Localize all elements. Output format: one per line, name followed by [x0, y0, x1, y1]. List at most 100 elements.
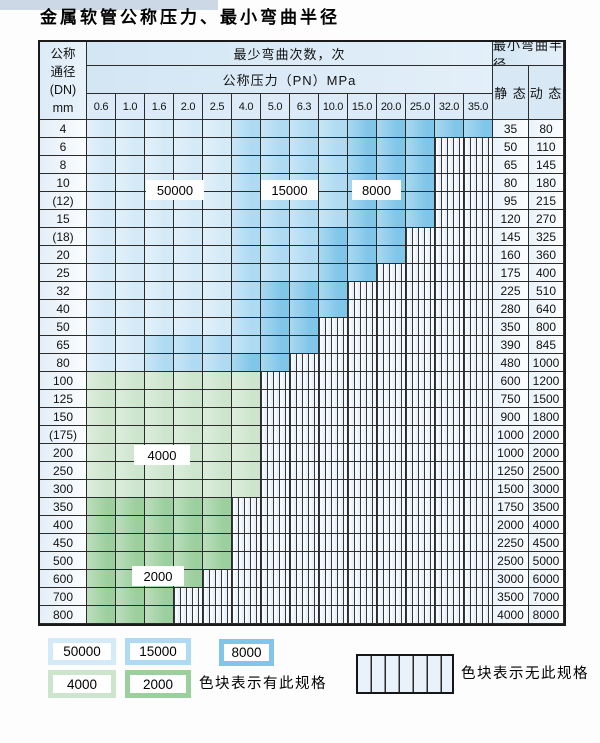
row-label-dn: 80	[40, 354, 87, 372]
nospec-cell	[290, 390, 319, 408]
nospec-cell	[319, 444, 348, 462]
spec-cell	[174, 156, 203, 174]
spec-cell	[145, 606, 174, 624]
spec-cell	[203, 246, 232, 264]
nospec-cell	[348, 534, 377, 552]
dynamic-value: 8000	[529, 606, 564, 624]
spec-cell	[116, 516, 145, 534]
nospec-cell	[464, 480, 493, 498]
pressure-tick: 25.0	[406, 94, 435, 120]
spec-cell	[116, 408, 145, 426]
nospec-cell	[290, 354, 319, 372]
nospec-cell	[377, 354, 406, 372]
dynamic-value: 510	[529, 282, 564, 300]
nospec-cell	[377, 480, 406, 498]
spec-cell	[87, 390, 116, 408]
static-value: 2000	[493, 516, 529, 534]
static-value: 390	[493, 336, 529, 354]
pressure-tick: 2.5	[203, 94, 232, 120]
spec-cell	[145, 390, 174, 408]
nospec-cell	[435, 426, 464, 444]
nospec-cell	[406, 606, 435, 624]
spec-cell	[406, 210, 435, 228]
spec-cell	[116, 354, 145, 372]
spec-cell	[87, 210, 116, 228]
nospec-cell	[319, 372, 348, 390]
spec-cell	[232, 228, 261, 246]
spec-cell	[261, 354, 290, 372]
spec-cell	[145, 210, 174, 228]
spec-cell	[87, 570, 116, 588]
pressure-tick: 6.3	[290, 94, 319, 120]
spec-cell	[87, 552, 116, 570]
nospec-cell	[232, 534, 261, 552]
spec-cell	[261, 120, 290, 138]
nospec-cell	[435, 588, 464, 606]
legend-nospec-pattern	[356, 654, 454, 694]
nospec-cell	[348, 282, 377, 300]
spec-cell	[145, 228, 174, 246]
nospec-cell	[377, 498, 406, 516]
nospec-cell	[319, 318, 348, 336]
nospec-cell	[464, 156, 493, 174]
nospec-cell	[406, 282, 435, 300]
spec-cell	[145, 264, 174, 282]
nospec-cell	[435, 282, 464, 300]
nospec-cell	[319, 606, 348, 624]
spec-cell	[406, 120, 435, 138]
nospec-cell	[406, 318, 435, 336]
pressure-tick: 32.0	[435, 94, 464, 120]
nospec-cell	[377, 570, 406, 588]
nospec-cell	[464, 534, 493, 552]
spec-cell	[203, 516, 232, 534]
spec-cell	[87, 444, 116, 462]
nospec-cell	[319, 462, 348, 480]
spec-cell	[87, 300, 116, 318]
spec-cell	[319, 192, 348, 210]
spec-cell	[145, 336, 174, 354]
dynamic-value: 1500	[529, 390, 564, 408]
spec-cell	[406, 138, 435, 156]
nospec-cell	[435, 408, 464, 426]
pressure-tick: 2.0	[174, 94, 203, 120]
nospec-cell	[290, 588, 319, 606]
nospec-cell	[319, 390, 348, 408]
spec-cell	[174, 552, 203, 570]
nospec-cell	[464, 552, 493, 570]
nospec-cell	[261, 498, 290, 516]
spec-cell	[203, 300, 232, 318]
spec-cell	[290, 336, 319, 354]
static-value: 50	[493, 138, 529, 156]
nospec-cell	[464, 408, 493, 426]
spec-cell	[261, 264, 290, 282]
spec-cell	[145, 300, 174, 318]
static-value: 1750	[493, 498, 529, 516]
nospec-cell	[290, 408, 319, 426]
spec-cell	[203, 282, 232, 300]
spec-cell	[232, 426, 261, 444]
nospec-cell	[435, 246, 464, 264]
spec-cell	[348, 210, 377, 228]
nospec-cell	[348, 336, 377, 354]
min-bend-radius-header: 最小弯曲半径	[493, 42, 564, 66]
nospec-cell	[377, 372, 406, 390]
spec-cell	[261, 300, 290, 318]
dynamic-value: 325	[529, 228, 564, 246]
nospec-cell	[406, 354, 435, 372]
static-value: 145	[493, 228, 529, 246]
nospec-cell	[290, 534, 319, 552]
nospec-cell	[406, 444, 435, 462]
spec-cell	[319, 138, 348, 156]
spec-cell	[174, 210, 203, 228]
nospec-cell	[464, 354, 493, 372]
dynamic-value: 145	[529, 156, 564, 174]
nospec-cell	[348, 588, 377, 606]
pressure-tick: 35.0	[464, 94, 493, 120]
dynamic-value: 3500	[529, 498, 564, 516]
spec-cell	[232, 300, 261, 318]
nospec-cell	[377, 588, 406, 606]
spec-cell	[232, 318, 261, 336]
spec-cell	[290, 246, 319, 264]
spec-cell	[203, 498, 232, 516]
nospec-cell	[319, 552, 348, 570]
